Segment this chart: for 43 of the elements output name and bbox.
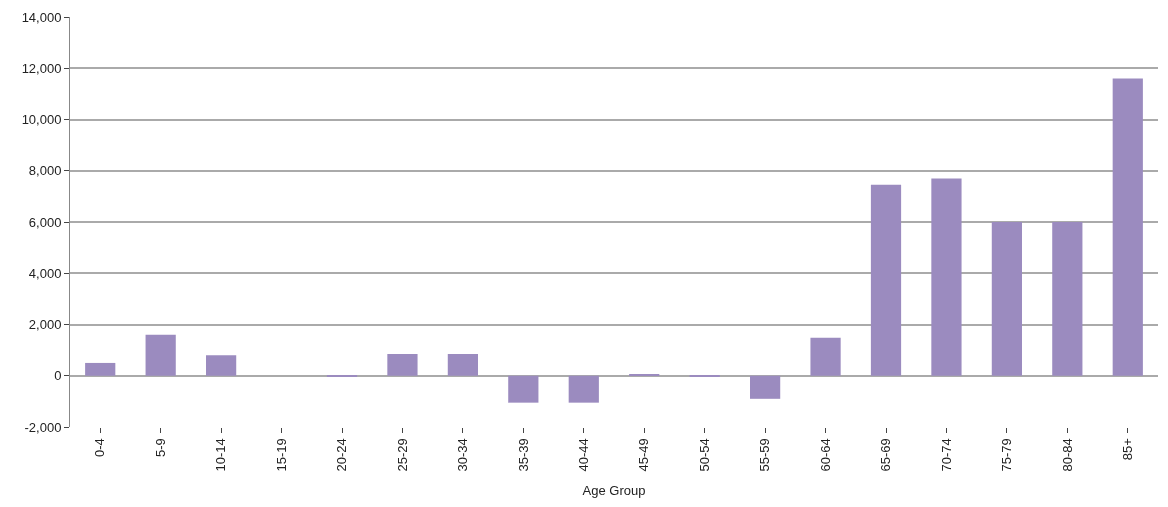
bar <box>85 362 116 376</box>
bar <box>1112 78 1143 376</box>
bar <box>750 375 781 399</box>
bar <box>508 375 539 403</box>
bar <box>145 334 176 376</box>
y-tick-label: 0 <box>54 368 62 384</box>
y-tick-label: 4,000 <box>28 265 62 281</box>
x-tick-label: 80-84 <box>1059 438 1075 472</box>
bar <box>387 353 418 376</box>
bar <box>447 353 478 376</box>
x-tick-label: 50-54 <box>696 438 712 472</box>
y-tick-label: 10,000 <box>21 112 62 128</box>
x-tick-label: 30-34 <box>455 438 471 472</box>
bar <box>206 355 237 376</box>
x-tick-label: 40-44 <box>576 438 592 472</box>
x-tick-label: 75-79 <box>999 438 1015 472</box>
x-tick-label: 10-14 <box>213 438 229 472</box>
x-tick-label: 85+ <box>1120 438 1136 461</box>
bar <box>326 375 358 378</box>
x-tick-label: 0-4 <box>92 438 108 457</box>
bar <box>568 375 599 403</box>
bar <box>810 337 841 376</box>
x-tick-label: 35-39 <box>515 438 531 472</box>
bar <box>991 222 1022 376</box>
x-tick-label: 5-9 <box>152 438 168 457</box>
x-tick-label: 45-49 <box>636 438 652 472</box>
x-tick-label: 70-74 <box>938 438 954 472</box>
x-tick-label: 65-69 <box>878 438 894 472</box>
y-tick-label: 14,000 <box>21 9 62 25</box>
y-tick-label: 8,000 <box>28 163 62 179</box>
y-tick-label: 12,000 <box>21 60 62 76</box>
y-tick-label: 2,000 <box>28 317 62 333</box>
bar <box>1052 222 1083 376</box>
x-tick-label: 20-24 <box>334 438 350 472</box>
x-tick-label: 55-59 <box>757 438 773 472</box>
bar <box>870 184 902 376</box>
x-tick-label: 60-64 <box>817 438 833 472</box>
y-tick-label: 6,000 <box>28 214 62 230</box>
y-tick-label: -2,000 <box>24 419 62 435</box>
bar <box>931 178 962 376</box>
x-tick-label: 15-19 <box>273 438 289 472</box>
x-tick-label: 25-29 <box>394 438 410 472</box>
x-axis-title: Age Group <box>582 483 646 499</box>
